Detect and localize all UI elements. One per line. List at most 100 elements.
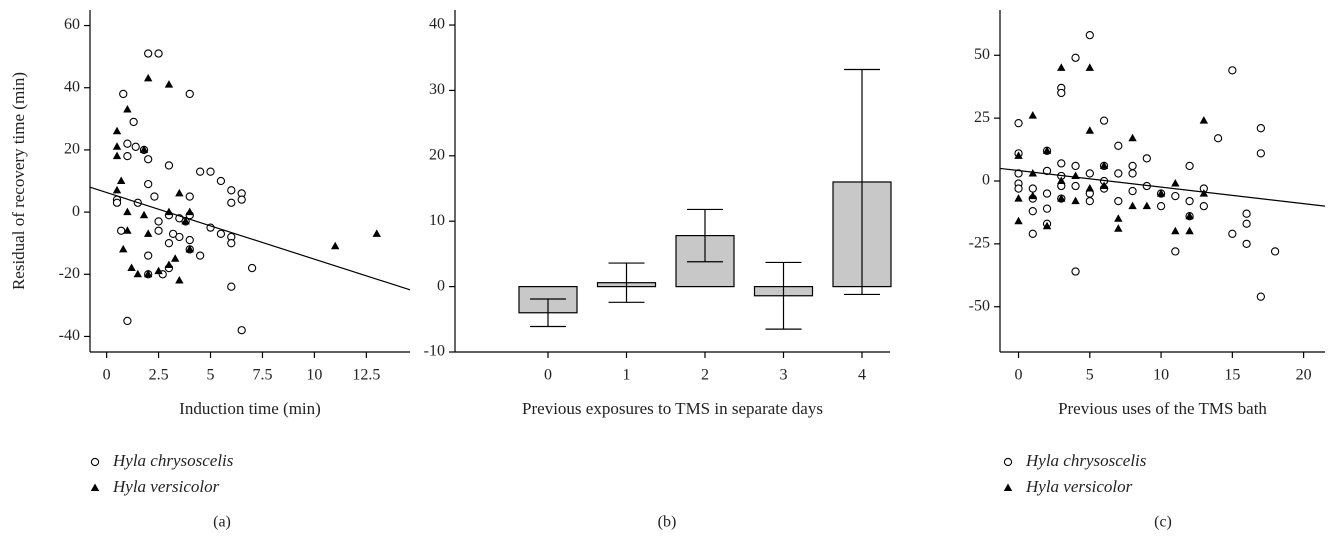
- circle-point: [1014, 119, 1023, 128]
- circle-point: [216, 176, 226, 186]
- y-tick-label: 25: [974, 109, 990, 126]
- circle-point: [117, 226, 126, 235]
- triangle-point: [1114, 214, 1123, 222]
- triangle-point: [154, 266, 163, 275]
- triangle-point: [112, 126, 122, 135]
- triangle-point: [123, 207, 132, 216]
- circle-point: [1256, 149, 1266, 158]
- x-tick-label: 0: [1015, 367, 1023, 384]
- circle-point: [131, 142, 140, 151]
- circle-point: [144, 251, 153, 260]
- circle-point: [1114, 141, 1123, 150]
- triangle-point: [112, 151, 122, 160]
- panel-label: (c): [1154, 514, 1172, 531]
- circle-point: [1114, 196, 1123, 206]
- circle-point: [1071, 267, 1080, 276]
- y-tick-label: -25: [969, 235, 990, 252]
- triangle-point: [139, 210, 149, 219]
- y-tick-label: -50: [969, 297, 990, 314]
- triangle-point: [1185, 226, 1194, 235]
- circle-point: [1042, 189, 1052, 198]
- triangle-point: [1085, 126, 1095, 134]
- x-tick-label: 12.5: [352, 367, 380, 384]
- y-tick-label: -20: [59, 265, 80, 282]
- triangle-point: [112, 142, 122, 150]
- circle-point: [1228, 229, 1237, 238]
- circle-point: [154, 226, 163, 235]
- y-tick-label: 50: [974, 46, 990, 63]
- panel-label: (a): [213, 514, 231, 531]
- circle-point: [123, 139, 132, 148]
- x-tick-label: 7.5: [252, 367, 272, 384]
- circle-point: [1071, 181, 1080, 191]
- triangle-point: [1014, 216, 1023, 225]
- circle-point: [1142, 154, 1151, 163]
- triangle-point: [185, 207, 194, 216]
- triangle-point: [1028, 191, 1037, 200]
- circle-point: [1085, 30, 1094, 40]
- legend-symbol: [90, 457, 100, 467]
- error-bar: [530, 298, 566, 328]
- y-tick-label: 40: [64, 78, 80, 95]
- error-bar: [608, 262, 645, 303]
- triangle-point: [1156, 189, 1166, 197]
- triangle-point: [127, 263, 136, 272]
- circle-point: [123, 151, 132, 161]
- circle-point: [1042, 166, 1052, 176]
- circle-point: [1256, 292, 1266, 301]
- x-tick-label: 3: [780, 367, 788, 384]
- error-bar: [687, 208, 723, 263]
- circle-point: [185, 89, 194, 99]
- legend-symbol: [1003, 457, 1013, 467]
- circle-point: [154, 217, 163, 226]
- triangle-point: [164, 260, 174, 268]
- fit-line: [89, 186, 411, 291]
- triangle-point: [1199, 116, 1209, 124]
- triangle-point: [1199, 189, 1209, 197]
- x-tick-label: 5: [1086, 367, 1094, 384]
- circle-point: [1242, 239, 1251, 249]
- circle-point: [1171, 191, 1180, 201]
- circle-point: [144, 179, 153, 189]
- y-tick-label: 60: [64, 16, 80, 33]
- triangle-point: [170, 254, 180, 262]
- circle-point: [1014, 169, 1023, 178]
- triangle-point: [112, 185, 122, 194]
- circle-point: [119, 89, 128, 99]
- circle-point: [247, 263, 257, 273]
- x-tick-label: 2.5: [149, 367, 169, 384]
- x-tick-label: 20: [1296, 367, 1312, 384]
- circle-point: [129, 117, 138, 127]
- triangle-point: [1014, 194, 1023, 202]
- x-tick-label: 1: [623, 367, 631, 384]
- x-tick-label: 10: [1153, 367, 1169, 384]
- circle-point: [1085, 196, 1094, 206]
- circle-point: [227, 186, 236, 195]
- circle-point: [1256, 124, 1266, 133]
- circle-point: [185, 235, 194, 245]
- triangle-point: [119, 244, 128, 253]
- circle-point: [1156, 201, 1166, 211]
- x-tick-label: 5: [207, 367, 215, 384]
- triangle-point: [1099, 181, 1109, 190]
- circle-point: [1171, 247, 1180, 256]
- triangle-point: [175, 188, 184, 197]
- circle-point: [164, 161, 174, 170]
- panel-label: (b): [658, 514, 677, 531]
- circle-point: [1114, 169, 1123, 178]
- y-tick-label: -10: [424, 343, 445, 360]
- x-tick-label: 4: [858, 367, 866, 384]
- y-axis-title: Residual of recovery time (min): [9, 72, 28, 290]
- x-tick-label: 15: [1224, 367, 1240, 384]
- y-tick-label: 30: [429, 81, 445, 98]
- triangle-point: [1128, 201, 1137, 210]
- circle-point: [1028, 229, 1037, 238]
- circle-point: [1228, 66, 1237, 75]
- circle-point: [1199, 201, 1208, 211]
- triangle-point: [1042, 146, 1052, 154]
- x-tick-label: 2: [701, 367, 709, 384]
- triangle-point: [1142, 201, 1152, 210]
- circle-point: [144, 49, 153, 58]
- triangle-point: [1057, 63, 1066, 71]
